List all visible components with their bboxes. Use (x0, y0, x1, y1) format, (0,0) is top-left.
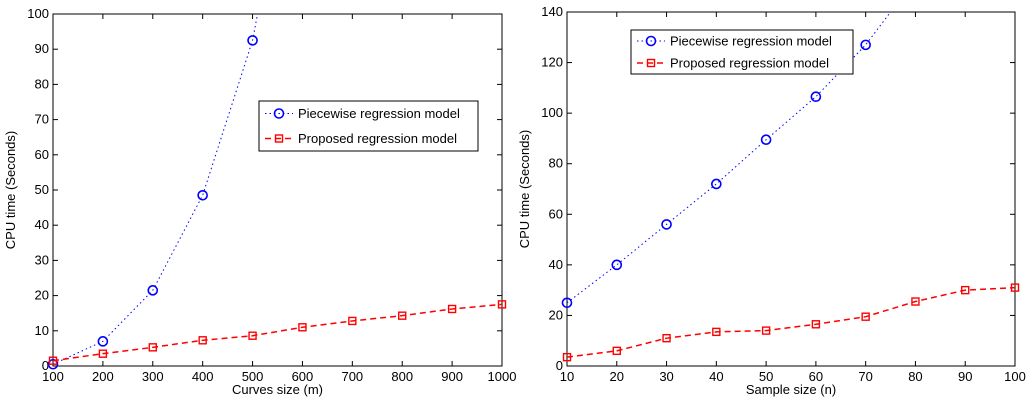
data-point-circle (760, 134, 772, 145)
data-point-circle (147, 285, 159, 296)
y-axis-label: CPU time (Seconds) (517, 130, 532, 248)
data-point-circle (247, 35, 258, 46)
y-tick-label: 80 (35, 76, 49, 91)
y-tick-label: 50 (35, 182, 49, 197)
y-tick-label: 10 (35, 323, 49, 338)
legend-marker-square (274, 134, 284, 143)
legend-box (258, 100, 479, 152)
data-point-circle (561, 297, 573, 309)
data-point-square (348, 316, 357, 326)
x-tick-label: 700 (341, 369, 363, 384)
y-tick-label: 0 (42, 358, 49, 373)
legend-marker-square (646, 58, 656, 68)
data-point-square (761, 326, 771, 335)
data-point-square (48, 356, 58, 365)
data-point-circle (47, 358, 59, 370)
data-point-square (1010, 283, 1020, 292)
y-axis-label: CPU time (Seconds) (3, 131, 18, 249)
data-point-square (298, 323, 307, 332)
y-tick-label: 40 (549, 257, 563, 272)
legend-label: Piecewise regression model (670, 34, 832, 49)
x-tick-label: 100 (42, 369, 64, 384)
legend-label: Proposed regression model (670, 56, 829, 71)
data-point-square (861, 312, 870, 321)
x-tick-label: 70 (858, 369, 872, 384)
y-tick-label: 100 (541, 105, 563, 120)
data-point-square (811, 320, 821, 329)
x-tick-label: 400 (192, 369, 214, 384)
data-point-square (662, 333, 671, 343)
series-line (567, 12, 891, 304)
legend-marker-circle (273, 108, 285, 119)
x-tick-label: 300 (142, 369, 164, 384)
data-point-circle (97, 336, 109, 347)
data-point-square (198, 336, 207, 345)
y-tick-label: 80 (549, 156, 563, 171)
x-axis-label: Sample size (n) (746, 382, 836, 397)
data-point-square (248, 331, 257, 340)
legend-box (630, 29, 854, 75)
y-tick-label: 60 (549, 206, 563, 221)
data-point-square (98, 349, 108, 358)
y-tick-label: 60 (35, 147, 49, 162)
data-point-square (911, 297, 920, 306)
data-point-square (712, 327, 721, 337)
x-tick-label: 100 (1004, 369, 1026, 384)
data-point-circle (810, 91, 822, 103)
y-tick-label: 30 (35, 252, 49, 267)
data-point-square (447, 304, 457, 314)
data-point-circle (860, 39, 871, 51)
y-tick-label: 90 (35, 41, 49, 56)
x-tick-label: 30 (659, 369, 673, 384)
data-point-circle (197, 189, 208, 201)
x-tick-label: 800 (391, 369, 413, 384)
legend-marker-circle (645, 35, 657, 47)
data-point-square (961, 285, 970, 295)
x-tick-label: 50 (759, 369, 773, 384)
y-tick-label: 40 (35, 217, 49, 232)
data-point-square (612, 346, 621, 356)
y-tick-label: 70 (35, 112, 49, 127)
chart-left: 100 200 300 400 500 600 700 800 900 1000 0 10 20 30 40… (3, 6, 517, 397)
data-point-square (398, 311, 407, 320)
x-tick-label: 40 (709, 369, 723, 384)
y-tick-label: 20 (549, 307, 563, 322)
data-point-square (148, 343, 157, 352)
y-tick-label: 100 (27, 6, 49, 21)
x-tick-label: 90 (958, 369, 972, 384)
data-point-circle (711, 178, 722, 190)
data-point-circle (661, 219, 672, 230)
x-tick-label: 900 (441, 369, 463, 384)
x-tick-label: 600 (292, 369, 314, 384)
x-axis-label: Curves size (m) (232, 382, 323, 397)
y-tick-label: 120 (541, 55, 563, 70)
series-line (53, 14, 259, 365)
legend-label: Proposed regression model (298, 131, 457, 146)
x-tick-label: 200 (92, 369, 114, 384)
data-point-square (562, 352, 572, 362)
y-tick-label: 0 (556, 358, 563, 373)
series-line (567, 286, 1015, 358)
plot-frame (52, 13, 503, 367)
x-tick-label: 10 (560, 369, 574, 384)
x-tick-label: 500 (242, 369, 264, 384)
x-tick-label: 60 (809, 369, 823, 384)
data-point-circle (611, 259, 623, 271)
chart-right: 10 20 30 40 50 60 70 80 90 100 0 20 40 60 80 100 120 140 S… (517, 4, 1026, 397)
series-line (53, 303, 502, 362)
data-point-square (497, 300, 507, 309)
x-tick-label: 80 (908, 369, 922, 384)
x-tick-label: 1000 (488, 369, 517, 384)
legend-label: Piecewise regression model (298, 106, 460, 121)
y-tick-label: 20 (35, 288, 49, 303)
y-tick-label: 140 (541, 4, 563, 19)
x-tick-label: 20 (610, 369, 624, 384)
